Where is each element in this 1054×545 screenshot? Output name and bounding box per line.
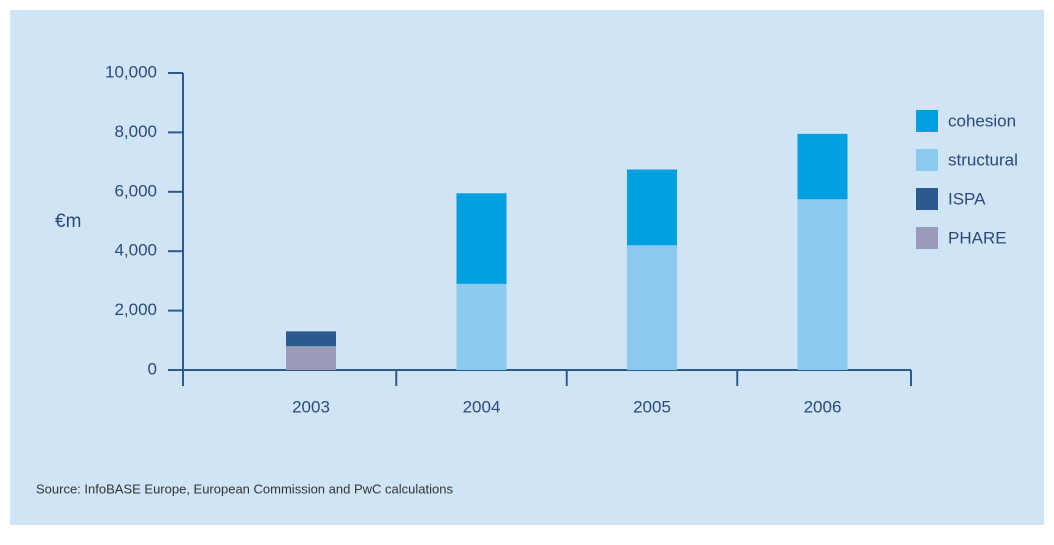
panel xyxy=(10,10,1044,525)
legend-swatch xyxy=(916,227,938,249)
legend-label: PHARE xyxy=(948,228,1007,247)
y-axis-label: €m xyxy=(55,211,81,232)
bar-segment xyxy=(456,193,507,284)
bar-segment xyxy=(627,169,677,246)
y-tick-label: 2,000 xyxy=(114,300,157,319)
y-tick-label: 0 xyxy=(148,359,157,378)
legend-label: structural xyxy=(948,150,1018,169)
legend-label: ISPA xyxy=(948,189,986,208)
x-tick-label: 2003 xyxy=(292,397,330,416)
bar-segment xyxy=(797,199,848,370)
y-tick-label: 8,000 xyxy=(114,122,157,141)
x-tick-label: 2005 xyxy=(633,397,671,416)
x-tick-label: 2006 xyxy=(804,397,842,416)
legend-swatch xyxy=(916,188,938,210)
bar-segment xyxy=(286,346,336,370)
legend-label: cohesion xyxy=(948,111,1016,130)
y-tick-label: 10,000 xyxy=(105,62,157,81)
y-tick-label: 6,000 xyxy=(114,181,157,200)
y-tick-label: 4,000 xyxy=(114,241,157,260)
x-tick-label: 2004 xyxy=(463,397,501,416)
legend-swatch xyxy=(916,149,938,171)
bar-segment xyxy=(627,245,677,370)
legend-swatch xyxy=(916,110,938,132)
bar-segment xyxy=(797,133,848,200)
source: Source: InfoBASE Europe, European Commis… xyxy=(36,481,453,496)
bar-segment xyxy=(456,283,507,370)
bar-segment xyxy=(286,331,336,347)
